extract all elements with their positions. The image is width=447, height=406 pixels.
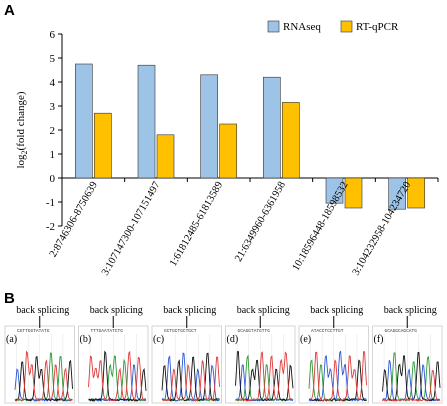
bar-rt-qpcr-1: [94, 112, 112, 179]
bar-rnaseq-1: [75, 63, 93, 179]
chromatogram-3: GCTGCTGCTGCT back splicing (c): [151, 305, 222, 404]
legend-label-1: RNAseq: [283, 21, 321, 33]
trace-T: [161, 356, 220, 402]
y-tick-label: 5: [50, 53, 56, 65]
panel-b-label: B: [4, 290, 15, 307]
y-tick-label: 4: [50, 77, 56, 89]
sequence-text: GCTGCTGCTGCT: [164, 328, 197, 334]
sequence-text: TTTGAATATCTG: [91, 328, 124, 334]
trace-letter: (c): [153, 334, 164, 345]
back-splicing-label: back splicing: [90, 305, 143, 316]
back-splicing-label: back splicing: [384, 305, 437, 316]
x-tick-label: 21:6349960-6361958: [233, 180, 288, 264]
bar-rnaseq-2: [137, 64, 156, 179]
y-tick-label: 6: [50, 29, 56, 41]
legend-swatch-1: [267, 20, 280, 33]
y-tick-label: 0: [50, 173, 56, 185]
trace-letter: (a): [6, 334, 17, 345]
sequence-text: GCAGGTATGTTG: [238, 328, 271, 334]
back-splicing-label: back splicing: [310, 305, 363, 316]
trace-T: [382, 370, 440, 402]
trace-T: [14, 350, 73, 402]
bar-rnaseq-4: [263, 76, 281, 179]
trace-T: [309, 351, 367, 402]
bar-rnaseq-6: [388, 177, 406, 210]
bar-rt-qpcr-3: [219, 123, 237, 179]
back-splicing-label: back splicing: [16, 305, 69, 316]
x-tick-label: 2:8746306-8750639: [48, 180, 100, 259]
trace-letter: (e): [300, 334, 311, 345]
chromatogram-5: ATACCTCCTTGT back splicing (e): [298, 305, 369, 404]
y-tick-label: -1: [46, 197, 55, 209]
y-tick-label: 2: [50, 125, 56, 137]
trace-G: [88, 350, 147, 402]
chromatogram-2: TTTGAATATCTG back splicing (b): [78, 305, 149, 404]
sequence-text: ATACCTCCTTGT: [311, 328, 344, 334]
sequence-text: GCAGGCAGCATG: [385, 328, 418, 334]
trace-T: [235, 351, 294, 402]
y-tick-label: -2: [46, 221, 55, 233]
back-splicing-label: back splicing: [237, 305, 290, 316]
legend-label-2: RT-qPCR: [356, 21, 399, 33]
bar-rt-qpcr-6: [407, 177, 425, 209]
trace-C: [382, 360, 441, 402]
bar-rt-qpcr-2: [156, 134, 175, 179]
bar-rt-qpcr-4: [282, 102, 300, 179]
x-tick-label: 10:18596448-18598532: [291, 180, 351, 273]
y-tick-label: 3: [50, 101, 56, 113]
sequence-text: CGTTGGTATATG: [17, 328, 50, 334]
chromatogram-6: GCAGGCAGCATG back splicing (f): [372, 305, 443, 404]
legend-swatch-2: [340, 20, 353, 33]
bar-rnaseq-3: [200, 74, 218, 179]
x-tick-label: 3:107147300-107151497: [100, 180, 163, 277]
y-tick-label: 1: [50, 149, 56, 161]
trace-letter: (f): [374, 334, 384, 345]
trace-letter: (b): [80, 334, 92, 345]
x-tick-label: 1:61812485-61813589: [168, 180, 225, 268]
chromatogram-4: GCAGGTATGTTG back splicing (d): [225, 305, 296, 404]
trace-C: [14, 368, 73, 403]
panel-a-label: A: [4, 2, 15, 19]
bar-rnaseq-5: [325, 177, 344, 204]
trace-letter: (d): [227, 334, 239, 345]
bar-rt-qpcr-5: [344, 177, 363, 209]
trace-T: [88, 350, 147, 402]
back-splicing-label: back splicing: [163, 305, 216, 316]
chromatogram-1: CGTTGGTATATG back splicing (a): [4, 305, 75, 404]
y-axis-label: log2(fold change): [15, 91, 29, 168]
